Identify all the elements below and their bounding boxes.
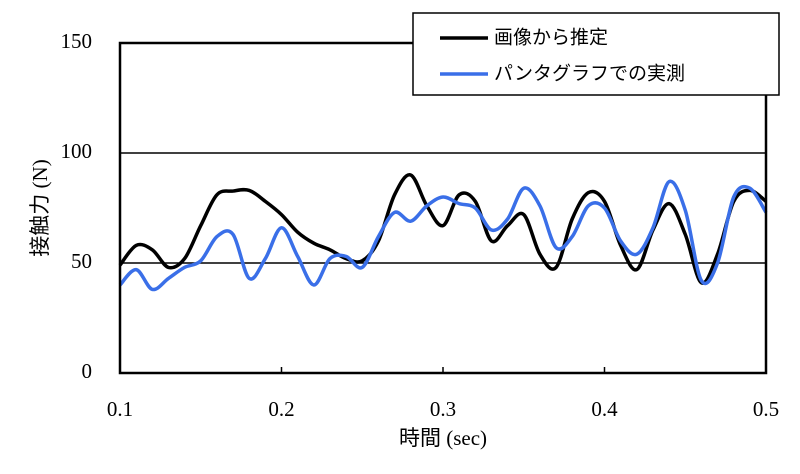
legend-label: 画像から推定: [494, 27, 608, 49]
x-tick-label: 0.5: [753, 397, 779, 421]
y-tick-label: 150: [61, 29, 93, 53]
series-line: [118, 173, 768, 285]
series-line: [118, 179, 768, 292]
y-tick-label: 100: [61, 139, 93, 163]
x-axis-label: 時間 (sec): [399, 426, 487, 450]
x-tick-label: 0.1: [107, 397, 133, 421]
y-tick-label: 50: [71, 249, 92, 273]
legend-box: [412, 12, 780, 96]
y-axis-label: 接触力 (N): [28, 159, 52, 256]
x-tick-label: 0.4: [591, 397, 618, 421]
x-tick-label: 0.2: [268, 397, 294, 421]
y-tick-label: 0: [82, 359, 93, 383]
x-tick-label: 0.3: [430, 397, 456, 421]
legend-label: パンタグラフでの実測: [494, 63, 685, 85]
